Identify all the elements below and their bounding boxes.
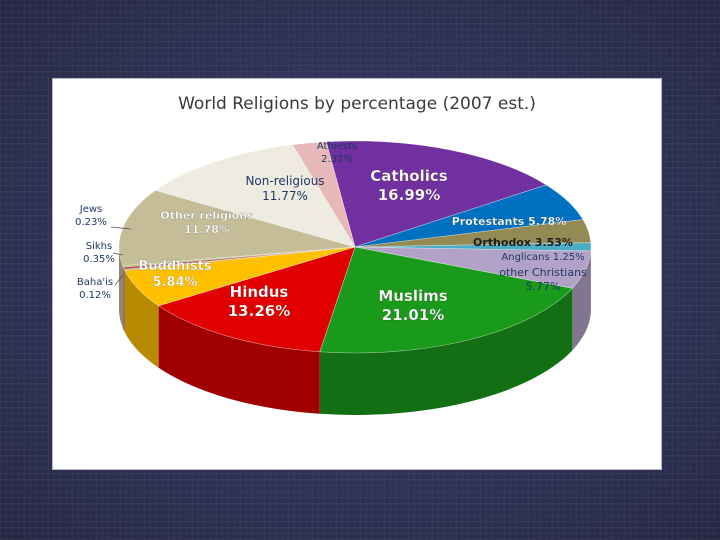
pie-side-jews <box>122 265 124 330</box>
pie-slice-non-religious <box>154 144 356 248</box>
pie-slice-hindus <box>157 246 356 353</box>
pie-side-buddhists <box>124 270 159 368</box>
pie-chart: World Religions by percentage (2007 est.… <box>75 94 592 415</box>
chart-card: World Religions by percentage (2007 est.… <box>52 78 662 470</box>
pie-side-sikhs <box>123 267 125 332</box>
data-label-orthodox: Orthodox 3.53% <box>473 236 573 249</box>
data-label-sikhs: Sikhs 0.35% <box>83 241 115 265</box>
pie-labels: Catholics 16.99% Protestants 5.78% Orthodox… <box>75 141 587 324</box>
chart-title: World Religions by percentage (2007 est.… <box>178 94 536 114</box>
data-label-non-religious: Non-religious 11.77% <box>245 174 324 203</box>
data-label-other-religions: Other religions 11.78% <box>160 209 254 236</box>
leader-line-jews <box>110 226 132 230</box>
leader-line-sikhs <box>112 252 124 256</box>
data-label-buddhists: Buddhists 5.84% <box>138 259 211 290</box>
data-label-hindus: Hindus 13.26% <box>228 283 290 320</box>
pie-top <box>118 140 592 354</box>
data-label-protestants: Protestants 5.78% <box>452 215 567 228</box>
data-label-muslims: Muslims 21.01% <box>378 287 447 324</box>
data-label-catholics: Catholics 16.99% <box>370 167 447 204</box>
pie-sides <box>119 247 591 415</box>
pie-slice-other-religions <box>118 190 356 266</box>
data-label-baha-is: Baha'is 0.12% <box>77 277 113 301</box>
pie-side-other-christians <box>572 251 591 351</box>
pie-slice-catholics <box>325 140 548 248</box>
pie-side-other-religions <box>119 247 123 328</box>
data-label-anglicans: Anglicans 1.25% <box>501 252 584 263</box>
data-label-jews: Jews 0.23% <box>75 204 107 228</box>
pie-leader-lines <box>110 226 132 286</box>
data-label-athiests: Athiests 2.32% <box>317 141 357 165</box>
pie-side-muslims <box>319 288 573 415</box>
leader-line-baha-is <box>114 274 124 286</box>
pie-slice-muslims <box>319 246 573 354</box>
pie-side-hindus <box>158 305 320 414</box>
pie-slice-athiests <box>292 141 356 248</box>
data-label-other-christians: other Christians 5.77% <box>499 266 587 293</box>
